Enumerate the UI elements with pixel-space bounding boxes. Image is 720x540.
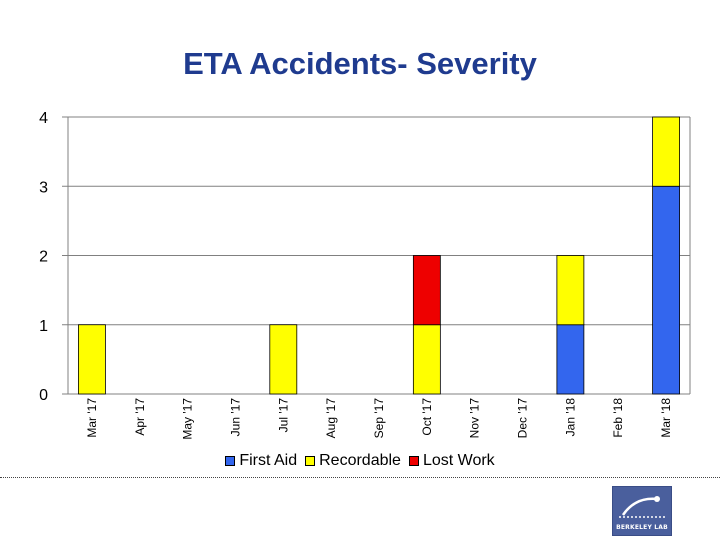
legend-swatch-lost-work [408, 456, 419, 466]
legend-swatch-first-aid [225, 456, 236, 466]
x-tick-label-6: Sep '17 [372, 398, 386, 439]
x-tick-label-2: May '17 [181, 398, 195, 440]
legend-swatch-recordable [305, 456, 316, 466]
x-tick-label-5: Aug '17 [324, 398, 338, 439]
bar-recordable-4 [269, 324, 298, 395]
footer-divider [0, 477, 720, 478]
y-tick-label-4: 4 [39, 110, 48, 127]
x-tick-label-1: Apr '17 [133, 398, 147, 436]
chart-title: ETA Accidents- Severity [183, 46, 537, 81]
y-tick-label-1: 1 [39, 318, 48, 335]
y-tick-label-3: 3 [39, 179, 48, 196]
x-tick-label-10: Jan '18 [563, 398, 577, 437]
berkeley-lab-logo: BERKELEY LAB [612, 486, 672, 536]
legend-item-recordable: Recordable [305, 452, 401, 470]
legend-item-first-aid: First Aid [225, 452, 297, 470]
bar-recordable-7 [412, 324, 441, 395]
x-tick-label-11: Feb '18 [611, 398, 625, 438]
x-tick-label-12: Mar '18 [659, 398, 673, 438]
bar-recordable-0 [78, 324, 106, 395]
x-tick-labels: Mar '17 Apr '17 May '17 Jun '17 Jul '17 Aug '… [85, 398, 673, 440]
bar-recordable-12 [652, 116, 680, 187]
gridlines [62, 116, 691, 395]
legend-label-first-aid: First Aid [239, 452, 298, 469]
bar-first-aid-12 [652, 185, 680, 395]
bar-lost-work-7 [412, 255, 441, 326]
lab-building-icon [619, 496, 665, 518]
y-tick-labels: 0 1 2 3 4 [39, 110, 48, 404]
x-tick-label-0: Mar '17 [85, 398, 99, 438]
x-tick-label-4: Jul '17 [276, 398, 290, 433]
legend: First Aid Recordable Lost Work [0, 452, 720, 470]
legend-label-recordable: Recordable [319, 452, 401, 469]
x-tick-label-9: Dec '17 [516, 398, 530, 439]
y-tick-label-2: 2 [39, 249, 48, 266]
logo-text: BERKELEY LAB [616, 524, 668, 531]
bar-recordable-10 [556, 255, 585, 326]
legend-item-lost-work: Lost Work [408, 452, 495, 470]
legend-label-lost-work: Lost Work [422, 452, 495, 469]
x-tick-label-3: Jun '17 [228, 398, 242, 437]
x-tick-label-7: Oct '17 [420, 398, 434, 436]
bars [78, 116, 680, 395]
x-tick-label-8: Nov '17 [468, 398, 482, 439]
y-tick-label-0: 0 [39, 387, 48, 404]
bar-first-aid-10 [556, 324, 585, 395]
